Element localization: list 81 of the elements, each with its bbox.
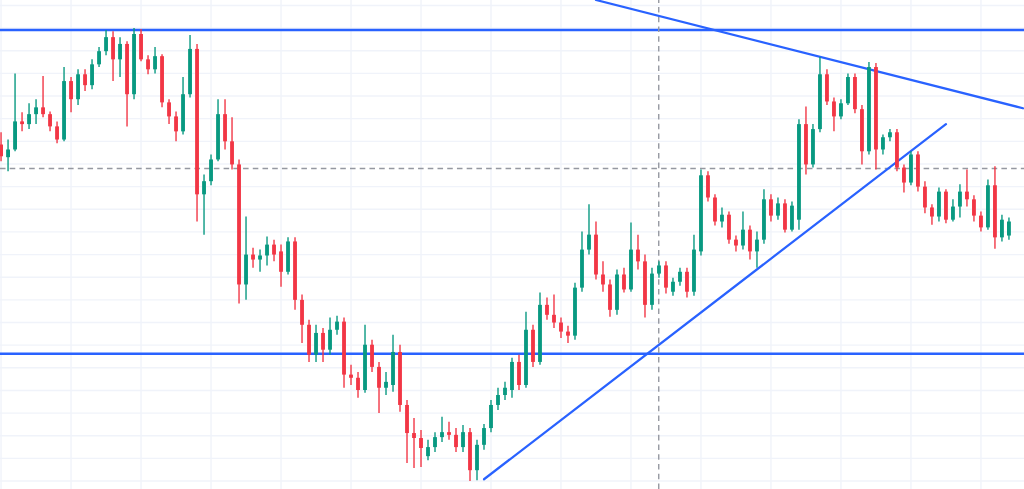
- candlestick: [671, 276, 675, 297]
- candlestick: [48, 110, 52, 133]
- candlestick: [965, 168, 969, 208]
- candlestick: [118, 36, 122, 78]
- candlestick: [489, 399, 493, 433]
- candlestick: [902, 163, 906, 194]
- candlestick: [979, 210, 983, 233]
- candlestick: [97, 46, 101, 68]
- candlestick: [321, 327, 325, 363]
- candlestick: [664, 260, 668, 295]
- candlestick: [1000, 214, 1004, 243]
- candlestick: [622, 267, 626, 294]
- candlestick: [83, 68, 87, 92]
- candlestick: [776, 196, 780, 221]
- candlestick: [202, 173, 206, 236]
- candlestick: [174, 110, 178, 143]
- candlestick: [832, 96, 836, 133]
- candlestick: [209, 153, 213, 186]
- candlestick: [678, 267, 682, 287]
- candlestick: [440, 416, 444, 443]
- candlestick: [461, 424, 465, 453]
- candlestick: [482, 423, 486, 451]
- candlestick: [265, 235, 269, 267]
- candlestick: [720, 206, 724, 229]
- candlestick: [636, 233, 640, 271]
- candlestick: [349, 363, 353, 386]
- candlestick: [433, 431, 437, 453]
- candlestick: [503, 381, 507, 401]
- candlestick: [251, 247, 255, 269]
- candlestick: [6, 138, 10, 172]
- candlestick: [951, 198, 955, 223]
- candlestick: [552, 293, 556, 329]
- candlestick: [496, 387, 500, 411]
- candlestick: [545, 296, 549, 321]
- candlestick: [279, 243, 283, 288]
- candlestick: [685, 267, 689, 299]
- candlestick: [881, 133, 885, 156]
- candlestick: [384, 371, 388, 396]
- candlestick: [958, 183, 962, 219]
- candlestick: [426, 439, 430, 461]
- candlestick: [839, 98, 843, 120]
- candlestick: [167, 98, 171, 125]
- candlestick: [741, 210, 745, 251]
- candlestick: [27, 102, 31, 130]
- candlestick: [412, 417, 416, 469]
- candlestick: [972, 194, 976, 223]
- candlestick: [377, 361, 381, 414]
- candlestick: [587, 203, 591, 256]
- candlestick: [314, 324, 318, 363]
- candlestick: [258, 248, 262, 273]
- candlestick: [447, 421, 451, 441]
- candlestick: [370, 339, 374, 373]
- candlestick: [769, 193, 773, 223]
- candlestick: [454, 427, 458, 453]
- candlestick: [41, 75, 45, 119]
- candlestick: [272, 238, 276, 263]
- candlestick: [559, 316, 563, 339]
- candlestick: [601, 260, 605, 293]
- candlestick: [930, 203, 934, 226]
- candlestick: [55, 120, 59, 144]
- candlestick: [104, 29, 108, 56]
- candlestick: [146, 54, 150, 75]
- candlestick: [923, 180, 927, 215]
- candlestick: [356, 371, 360, 399]
- candlestick: [706, 170, 710, 203]
- candlestick: [90, 58, 94, 90]
- candlestick: [328, 316, 332, 356]
- candlestick: [69, 76, 73, 114]
- candlestick: [111, 30, 115, 82]
- candlestick: [0, 131, 3, 162]
- candlestick: [748, 224, 752, 261]
- candlestick: [419, 429, 423, 468]
- candlestick: [230, 116, 234, 171]
- candlestick: [335, 315, 339, 336]
- candlestick: [517, 353, 521, 391]
- candlestick: [755, 230, 759, 269]
- candlestick: [1007, 216, 1011, 241]
- candlestick: [20, 111, 24, 133]
- candlestick: [566, 324, 570, 344]
- candlestick: [34, 98, 38, 125]
- candlestick: [153, 46, 157, 75]
